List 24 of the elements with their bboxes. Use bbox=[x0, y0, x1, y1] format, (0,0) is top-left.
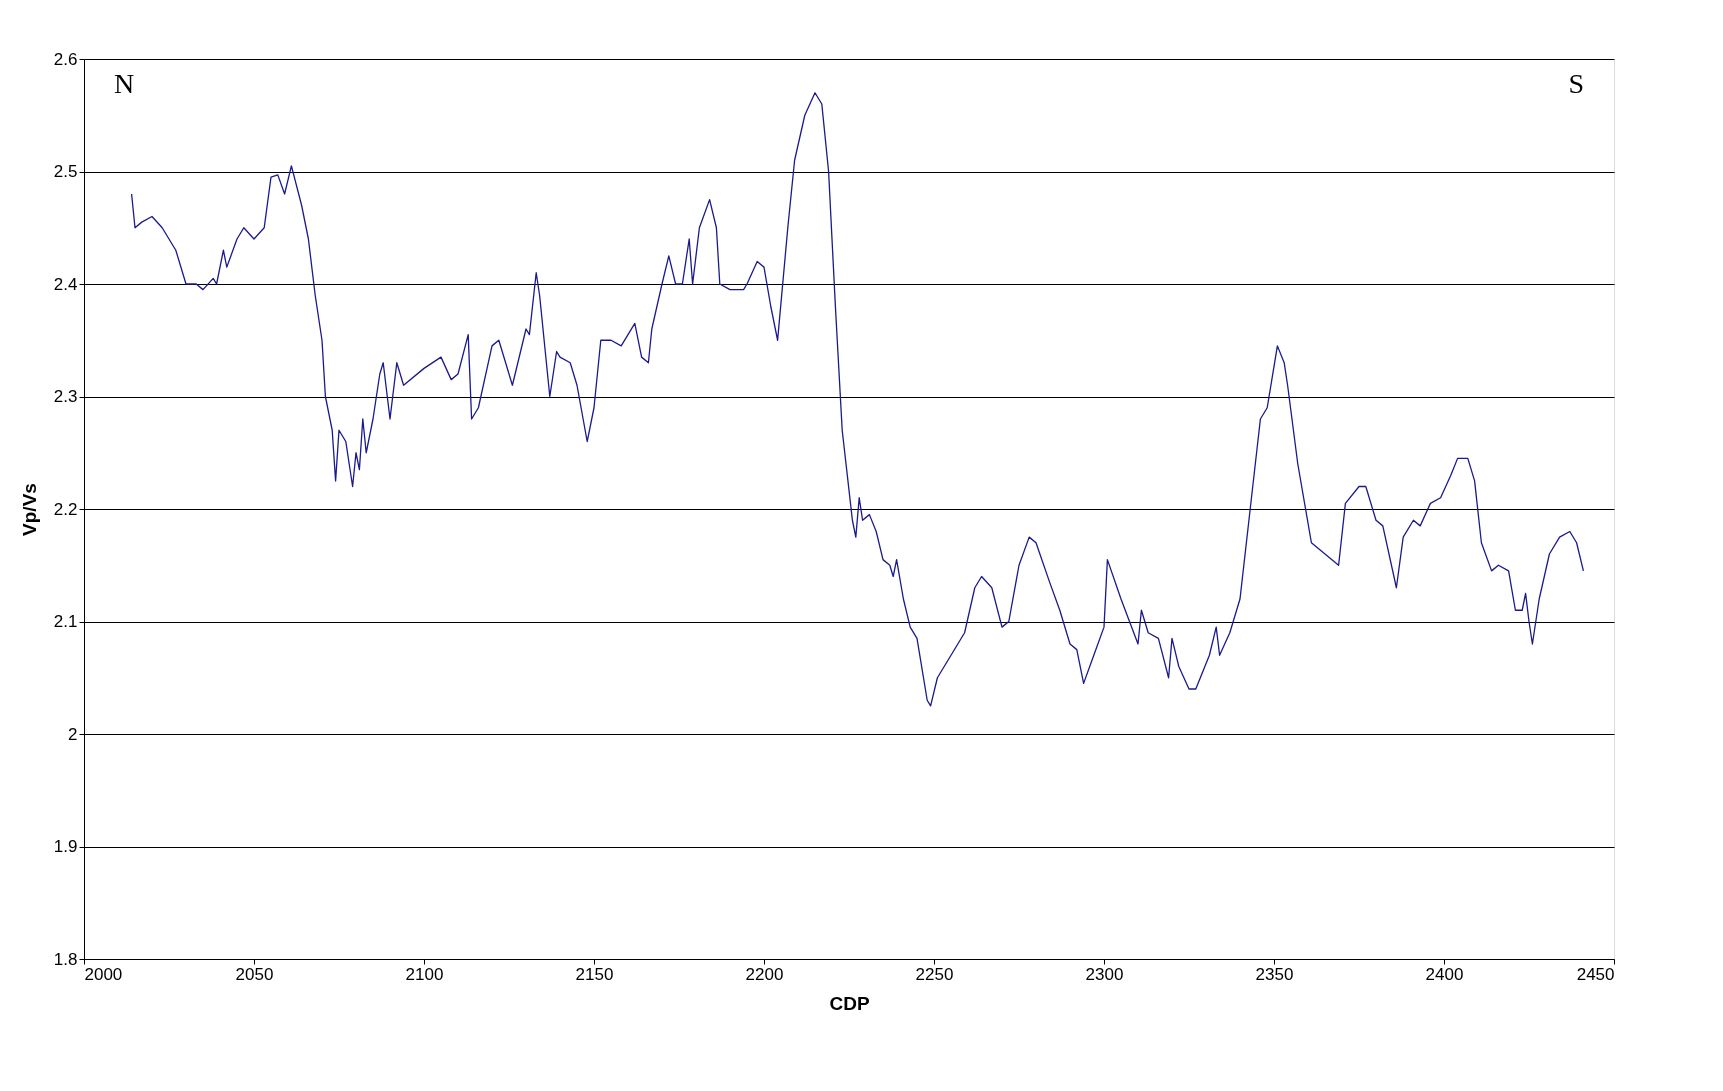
y-tick-label: 1.9 bbox=[53, 837, 78, 856]
x-tick-label: 2300 bbox=[1085, 964, 1124, 984]
x-axis-title: CDP bbox=[829, 992, 870, 1014]
x-tick-label: 2100 bbox=[405, 964, 444, 984]
y-tick-label: 2.4 bbox=[53, 274, 78, 294]
x-tick-label: 2000 bbox=[84, 964, 123, 984]
x-tick-label: 2350 bbox=[1255, 964, 1294, 984]
y-tick-label: 2.5 bbox=[53, 162, 78, 181]
y-tick-label: 2.2 bbox=[53, 499, 78, 519]
y-tick-label: 2.1 bbox=[53, 612, 78, 631]
x-tick-label: 2400 bbox=[1425, 964, 1464, 984]
y-tick-label: 2 bbox=[68, 724, 78, 744]
x-tick-label: 2150 bbox=[575, 964, 614, 984]
y-tick-label: 2.6 bbox=[53, 49, 78, 69]
x-tick-label: 2200 bbox=[745, 964, 784, 984]
x-tick-label: 2450 bbox=[1576, 964, 1615, 984]
x-tick-label: 2250 bbox=[915, 964, 954, 984]
y-axis-title: Vp/Vs bbox=[18, 483, 40, 536]
x-tick-label: 2050 bbox=[235, 964, 274, 984]
line-series bbox=[130, 92, 1585, 707]
annotation: N bbox=[114, 68, 135, 99]
annotation: S bbox=[1568, 68, 1584, 99]
y-tick-label: 1.8 bbox=[53, 949, 78, 969]
y-tick-label: 2.3 bbox=[53, 387, 78, 406]
